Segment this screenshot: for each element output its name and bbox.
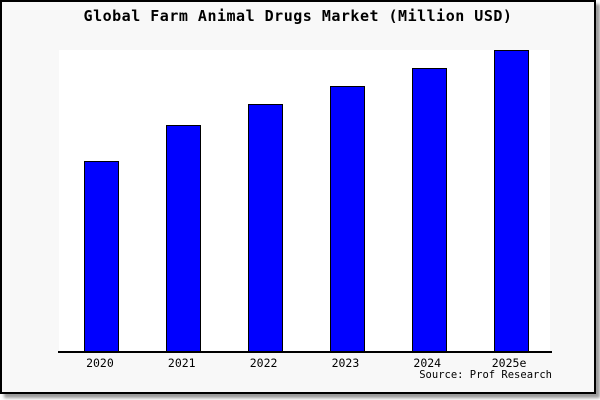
x-axis-line [58,351,552,353]
bar-2022 [248,104,284,351]
chart-frame: Global Farm Animal Drugs Market (Million… [0,0,596,394]
bar-2020 [84,161,120,351]
bar-2024 [411,68,447,351]
x-tick-label-2022: 2022 [249,356,278,370]
chart-title: Global Farm Animal Drugs Market (Million… [83,7,513,25]
bar-2025e [493,50,529,351]
bar-2023 [329,86,365,351]
x-tick-label-2020: 2020 [86,356,114,370]
plot-area [59,50,550,351]
x-tick-label-2024: 2024 [413,356,442,370]
bar-2021 [166,125,202,351]
x-tick-label-2025e: 2025e [491,356,527,370]
x-tick-label-2023: 2023 [331,356,360,370]
x-tick-label-2021: 2021 [167,356,196,370]
source-caption: Source: Prof Research [419,369,552,381]
